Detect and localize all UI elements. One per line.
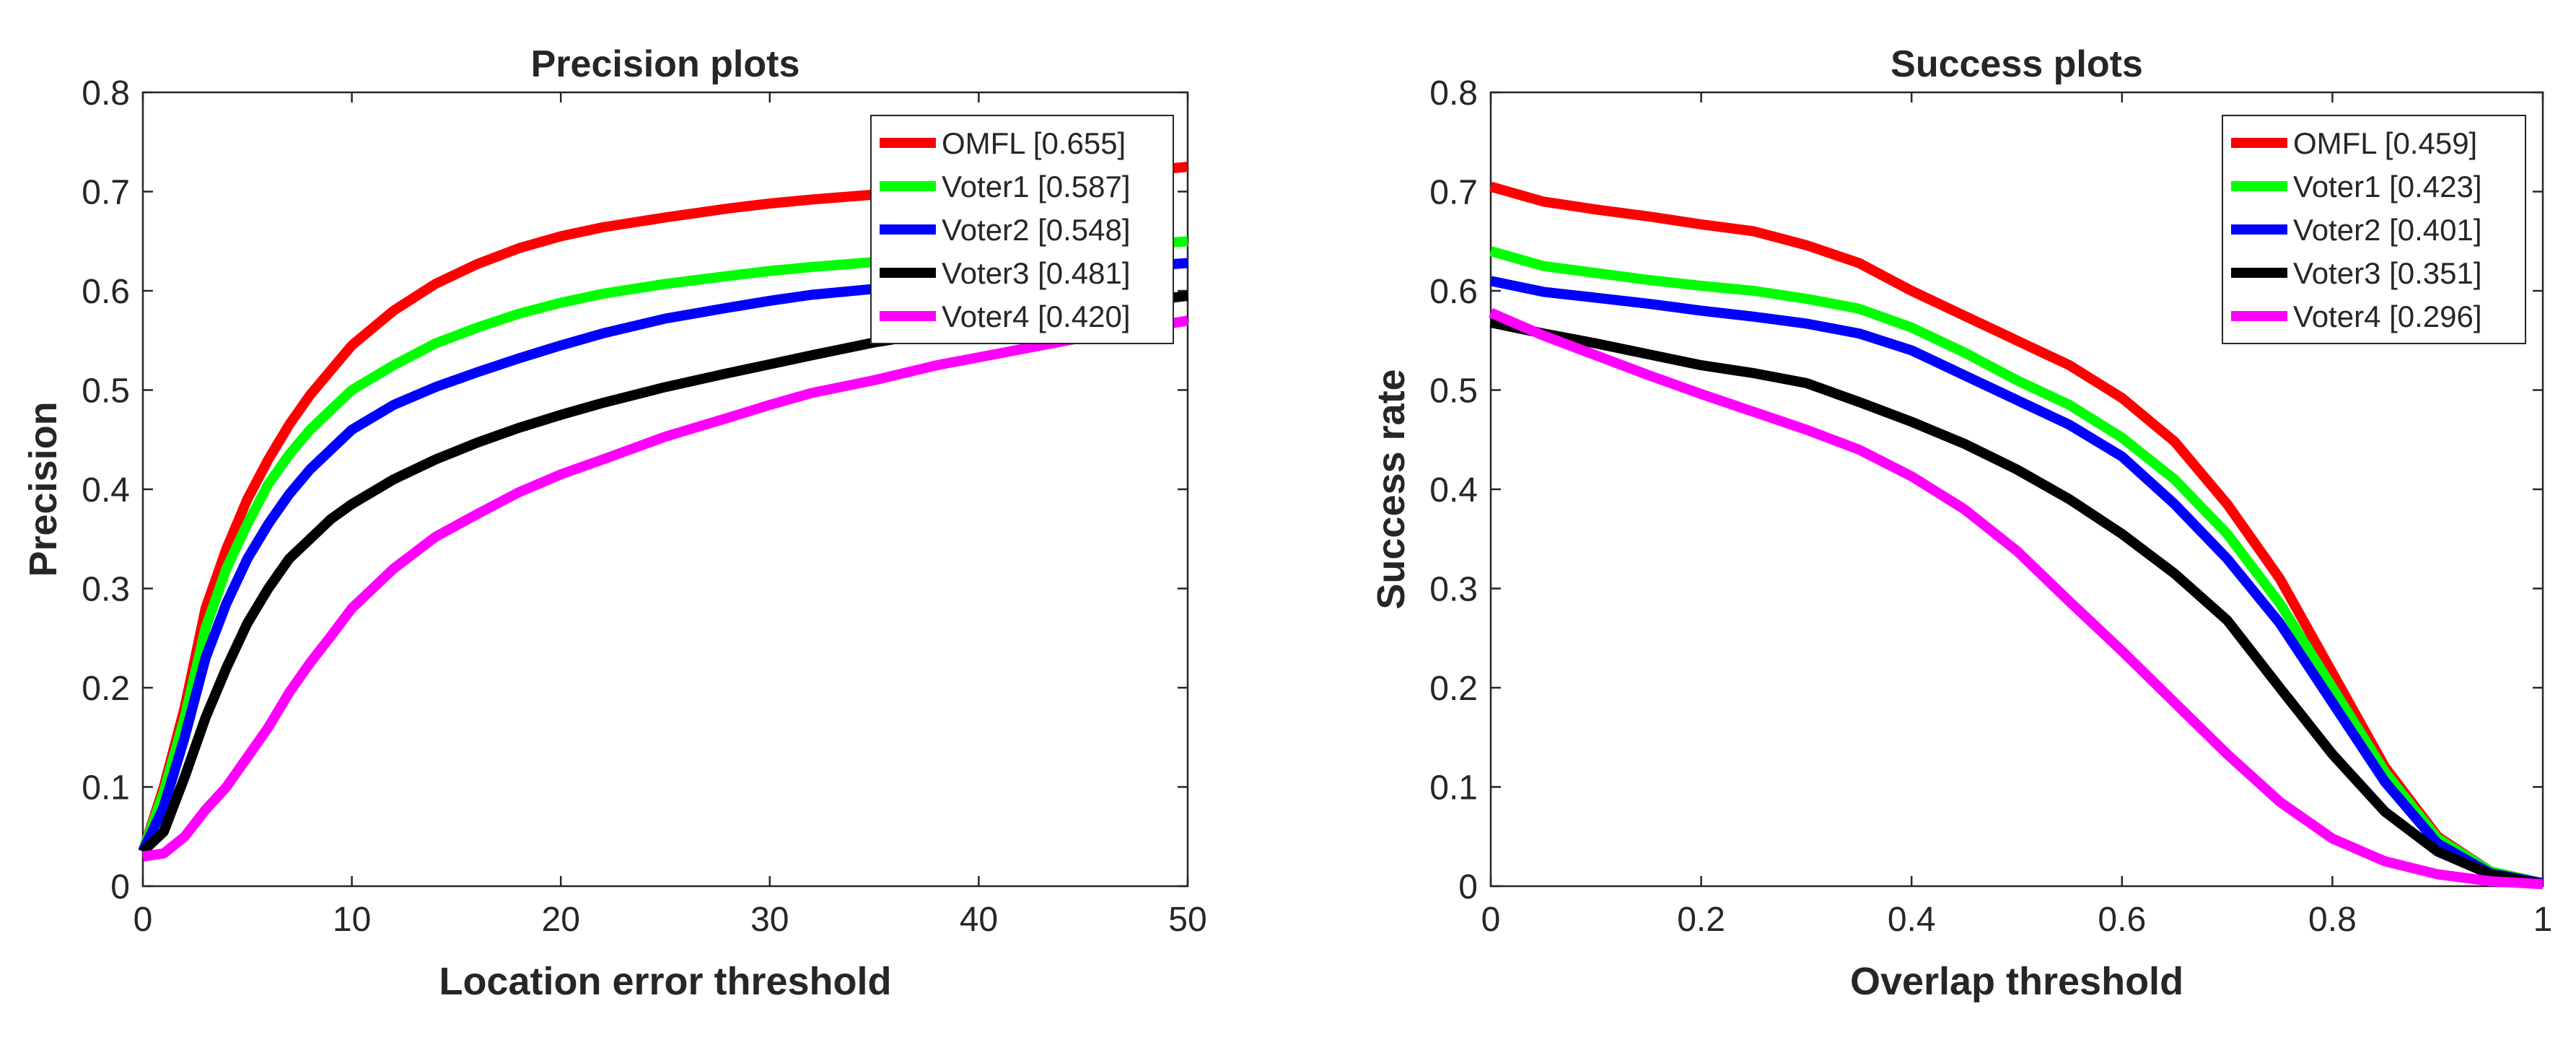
x-tick-label: 0 <box>1481 901 1501 939</box>
legend: OMFL [0.459] Voter1 [0.423] Voter2 [0.401]… <box>2222 115 2526 344</box>
y-tick-label: 0.4 <box>1429 471 1478 509</box>
x-tick-label: 1 <box>2533 901 2553 939</box>
success-plot: 0 0.2 0.4 0.6 0.8 1 0 0.1 0.2 0.3 0.4 0.5 0.6 0.7 0.8 S… <box>1370 43 2552 1003</box>
x-tick-label: 0 <box>133 901 153 939</box>
y-tick-label: 0.5 <box>82 372 130 411</box>
legend-label-3: Voter2 [0.548] <box>942 213 1131 247</box>
legend-label-4: Voter3 [0.351] <box>2293 256 2482 290</box>
legend-label-4: Voter3 [0.481] <box>942 256 1131 290</box>
y-tick-label: 0.5 <box>1429 372 1478 411</box>
x-axis-label: Location error threshold <box>439 960 891 1003</box>
x-tick-label: 20 <box>542 901 580 939</box>
y-tick-label: 0.8 <box>1429 74 1478 113</box>
legend-label-1: OMFL [0.459] <box>2293 126 2477 160</box>
legend-label-2: Voter1 [0.423] <box>2293 170 2482 204</box>
y-tick-label: 0.6 <box>1429 273 1478 311</box>
y-tick-label: 0.7 <box>82 174 130 212</box>
precision-plot: 0 10 20 30 40 50 0 0.1 0.2 0.3 0.4 0.5 0.6 0.7 0.8 Prec… <box>22 43 1207 1003</box>
y-tick-label: 0 <box>1458 868 1478 906</box>
y-tick-label: 0.3 <box>82 571 130 609</box>
x-tick-label: 40 <box>960 901 998 939</box>
legend-label-5: Voter4 [0.296] <box>2293 299 2482 333</box>
x-tick-label: 0.4 <box>1888 901 1936 939</box>
x-tick-label: 30 <box>750 901 789 939</box>
y-tick-label: 0.1 <box>1429 769 1478 808</box>
x-tick-label: 0.6 <box>2098 901 2146 939</box>
y-tick-label: 0.6 <box>82 273 130 311</box>
legend-label-2: Voter1 [0.587] <box>942 170 1131 204</box>
series-line-5 <box>141 315 1189 862</box>
y-axis-label: Success rate <box>1370 369 1413 609</box>
y-tick-label: 0 <box>110 868 130 906</box>
legend-label-1: OMFL [0.655] <box>942 126 1126 160</box>
x-tick-label: 0.8 <box>2308 901 2357 939</box>
y-tick-label: 0.8 <box>82 74 130 113</box>
series-line-5 <box>1489 307 2544 890</box>
x-tick-label: 0.2 <box>1677 901 1725 939</box>
legend: OMFL [0.655] Voter1 [0.587] Voter2 [0.548]… <box>870 115 1174 344</box>
y-tick-label: 0.7 <box>1429 174 1478 212</box>
y-tick-label: 0.1 <box>82 769 130 808</box>
chart-title: Precision plots <box>531 43 800 85</box>
x-tick-label: 10 <box>333 901 371 939</box>
chart-title: Success plots <box>1891 43 2143 85</box>
y-tick-label: 0.3 <box>1429 571 1478 609</box>
legend-label-3: Voter2 [0.401] <box>2293 213 2482 247</box>
series-line-2 <box>1489 246 2544 888</box>
y-tick-label: 0.4 <box>82 471 130 509</box>
y-tick-label: 0.2 <box>82 670 130 708</box>
y-tick-label: 0.2 <box>1429 670 1478 708</box>
series-line-3 <box>1489 276 2544 888</box>
legend-label-5: Voter4 [0.420] <box>942 299 1131 333</box>
x-tick-label: 50 <box>1168 901 1206 939</box>
series-line-4 <box>1489 318 2544 890</box>
y-axis-label: Precision <box>22 401 65 577</box>
x-axis-label: Overlap threshold <box>1850 960 2183 1003</box>
